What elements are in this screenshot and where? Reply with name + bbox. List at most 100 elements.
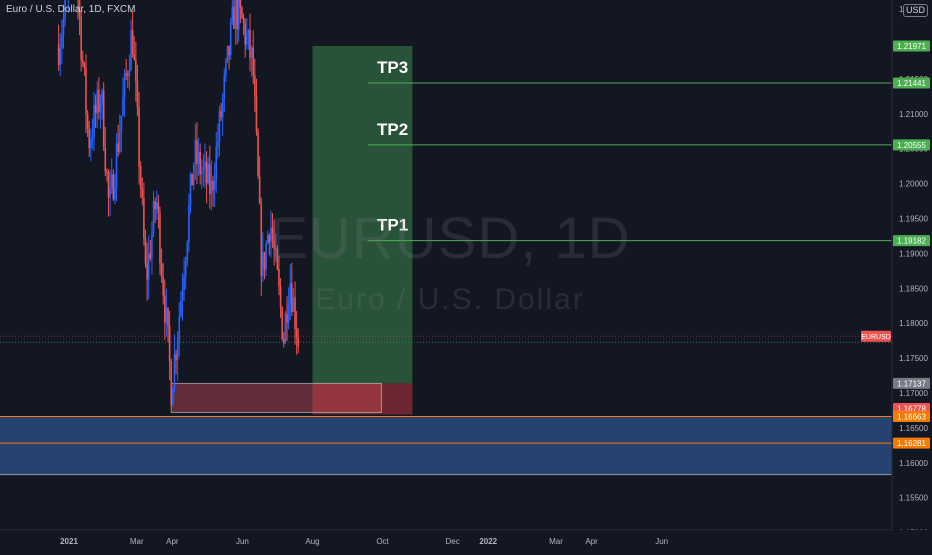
- candle-body: [150, 253, 152, 258]
- candle-body: [185, 261, 187, 277]
- take-profit-label: TP3: [377, 58, 408, 77]
- price-tag-text: 1.16281: [897, 439, 926, 448]
- candle-body: [244, 23, 246, 45]
- candle-body: [183, 277, 185, 291]
- y-tick-label: 1.18500: [899, 284, 928, 293]
- candle-body: [96, 90, 98, 114]
- candle-body: [215, 147, 217, 182]
- candle-body: [143, 198, 145, 238]
- candle-body: [201, 171, 203, 174]
- candle-body: [199, 152, 201, 174]
- symbol-title: Euro / U.S. Dollar, 1D, FXCM: [6, 4, 135, 15]
- candle-body: [175, 354, 177, 360]
- candle-body: [153, 201, 155, 233]
- candle-body: [217, 142, 219, 147]
- symbol-tag-text: EURUSD: [861, 334, 891, 341]
- candle-body: [232, 7, 234, 22]
- candle-body: [230, 21, 232, 55]
- candle-body: [87, 114, 89, 129]
- candle-body: [285, 314, 287, 344]
- candle-body: [154, 201, 156, 209]
- candle-body: [193, 164, 195, 185]
- y-tick-label: 1.18000: [899, 319, 928, 328]
- y-tick-label: 1.15500: [899, 494, 928, 503]
- candle-body: [148, 253, 150, 279]
- candle-body: [195, 140, 197, 164]
- demand-box: [171, 383, 381, 412]
- candle-body: [92, 138, 94, 140]
- candle-body: [98, 90, 100, 113]
- candle-body: [246, 35, 248, 44]
- candle-body: [101, 91, 103, 103]
- candle-body: [121, 116, 123, 134]
- candle-body: [130, 30, 132, 70]
- candle-body: [209, 164, 211, 194]
- candle-body: [88, 129, 90, 149]
- candle-body: [161, 264, 163, 277]
- candle-body: [233, 7, 235, 29]
- x-tick-label: Dec: [446, 537, 460, 546]
- candle-body: [159, 213, 161, 264]
- candle-body: [219, 111, 221, 142]
- y-tick-label: 1.21000: [899, 110, 928, 119]
- candle-body: [256, 97, 258, 132]
- y-tick-label: 1.19000: [899, 249, 928, 258]
- candle-body: [93, 105, 95, 138]
- support-zone: [0, 416, 892, 474]
- candle-body: [249, 30, 251, 57]
- x-tick-label: Oct: [376, 537, 389, 546]
- candle-body: [100, 103, 102, 113]
- x-tick-label: Apr: [166, 537, 179, 546]
- candle-body: [214, 182, 216, 190]
- watermark-name: Euro / U.S. Dollar: [260, 283, 640, 317]
- candle-body: [151, 233, 153, 259]
- candle-body: [59, 48, 61, 65]
- y-tick-label: 1.19500: [899, 214, 928, 223]
- candle-body: [248, 30, 250, 35]
- candle-body: [117, 143, 119, 151]
- candle-body: [206, 161, 208, 183]
- candle-body: [241, 8, 243, 18]
- candle-body: [95, 105, 97, 113]
- price-tag-text: 1.21441: [897, 79, 926, 88]
- candle-body: [222, 98, 224, 117]
- candle-body: [196, 140, 198, 164]
- candle-body: [80, 17, 82, 60]
- candle-body: [84, 63, 86, 68]
- candle-body: [223, 75, 225, 97]
- candle-body: [174, 354, 176, 388]
- candle-body: [103, 91, 105, 148]
- y-tick-label: 1.17000: [899, 389, 928, 398]
- candle-body: [227, 46, 229, 61]
- candle-body: [141, 189, 143, 198]
- take-profit-label: TP2: [377, 120, 408, 139]
- candle-body: [254, 75, 256, 96]
- candle-body: [129, 71, 131, 77]
- candle-body: [238, 0, 240, 29]
- x-tick-label: Jun: [236, 537, 249, 546]
- candle-body: [137, 81, 139, 107]
- candle-body: [108, 172, 110, 197]
- candle-body: [138, 107, 140, 166]
- currency-button[interactable]: USD: [903, 4, 928, 17]
- candle-body: [106, 172, 108, 173]
- y-tick-label: 1.16000: [899, 459, 928, 468]
- price-tag-text: 1.17137: [897, 379, 926, 388]
- candle-body: [104, 148, 106, 172]
- x-tick-label: Jun: [655, 537, 668, 546]
- candle-body: [182, 290, 184, 300]
- candle-body: [180, 300, 182, 316]
- candle-body: [145, 239, 147, 264]
- candle-body: [235, 0, 237, 29]
- candle-body: [297, 338, 299, 347]
- candle-body: [122, 97, 124, 116]
- candle-body: [116, 143, 118, 187]
- candle-body: [207, 164, 209, 183]
- candle-body: [119, 133, 121, 151]
- candle-body: [111, 174, 113, 188]
- candle-body: [170, 361, 172, 405]
- candle-body: [125, 73, 127, 74]
- candle-body: [236, 0, 238, 29]
